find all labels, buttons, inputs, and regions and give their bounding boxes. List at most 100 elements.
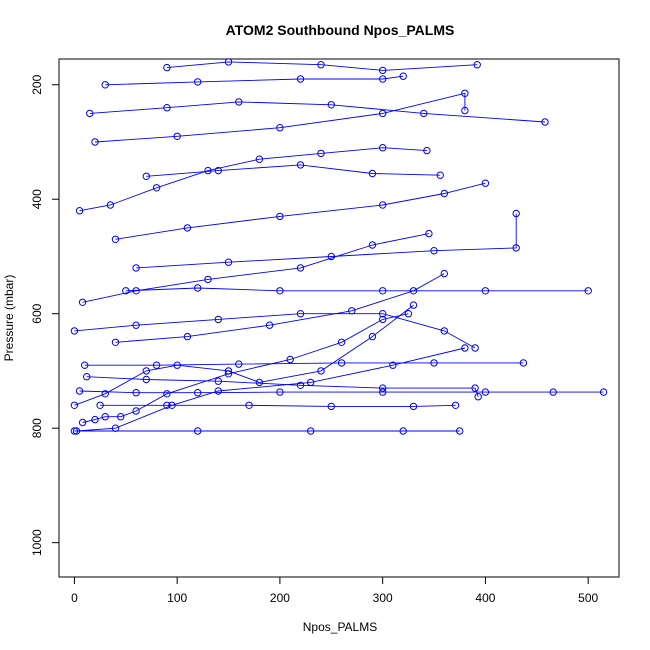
data-point (111, 235, 120, 244)
series-line (74, 304, 414, 406)
data-point (404, 310, 413, 318)
data-point (183, 332, 192, 341)
data-point (111, 338, 120, 346)
data-point (379, 315, 387, 324)
data-point (399, 72, 407, 80)
x-tick-label: 300 (373, 591, 393, 605)
data-point (70, 401, 79, 409)
data-point (379, 310, 387, 318)
data-point (101, 413, 109, 421)
series-15 (83, 373, 482, 401)
data-point (461, 89, 469, 98)
data-point (296, 381, 305, 389)
series-line (79, 390, 604, 394)
series-line (79, 147, 427, 212)
data-point (474, 393, 482, 401)
data-point (409, 402, 418, 411)
series-line (115, 182, 486, 240)
x-tick-label: 400 (475, 591, 495, 605)
data-point (235, 360, 243, 368)
data-point (409, 301, 418, 309)
data-point (296, 310, 305, 318)
data-point (549, 388, 557, 396)
data-point (91, 415, 99, 424)
data-point (255, 378, 264, 387)
series-line (146, 164, 441, 177)
data-point (142, 367, 151, 375)
series-6 (70, 427, 464, 435)
series-line (115, 273, 445, 343)
data-point (423, 146, 431, 155)
data-point (152, 184, 161, 192)
data-point (541, 118, 549, 126)
data-point (599, 388, 608, 396)
series-8 (132, 209, 520, 272)
data-point (106, 201, 115, 209)
x-axis: 0 100 200 300 400 500 (71, 576, 599, 605)
data-point (91, 138, 99, 146)
data-point (132, 287, 140, 295)
y-axis-label: Pressure (mbar) (2, 275, 16, 362)
series-line (86, 376, 479, 397)
data-point (368, 241, 377, 249)
data-point (224, 58, 233, 66)
series-19 (142, 161, 444, 181)
series-16 (96, 401, 460, 411)
data-point (307, 427, 315, 435)
data-point (163, 401, 171, 409)
data-point (276, 388, 284, 396)
data-point (101, 81, 109, 89)
y-tick-label: 200 (30, 74, 44, 94)
data-point (70, 427, 79, 435)
data-point (78, 418, 87, 427)
data-point (132, 321, 140, 329)
data-point (224, 258, 233, 266)
data-point (296, 161, 305, 169)
data-point (440, 189, 448, 198)
data-point (512, 244, 520, 252)
y-tick-label: 400 (30, 189, 44, 209)
series-2 (78, 310, 413, 427)
data-point (276, 212, 284, 221)
data-point (101, 390, 109, 398)
data-point (96, 401, 104, 409)
data-point (327, 252, 335, 261)
data-point (584, 287, 592, 295)
data-point (317, 60, 325, 69)
data-point (379, 75, 387, 83)
data-point (117, 413, 125, 421)
data-point (204, 166, 212, 175)
data-point (481, 179, 490, 187)
data-point (461, 106, 469, 115)
data-point (409, 287, 418, 295)
data-point (440, 327, 448, 335)
data-point (245, 401, 253, 409)
series-4 (75, 387, 608, 397)
data-point (194, 427, 202, 435)
data-point (163, 104, 171, 112)
data-point (337, 338, 346, 346)
data-point (471, 344, 479, 352)
y-tick-label: 1000 (30, 529, 44, 556)
data-point (75, 387, 84, 395)
data-point (327, 101, 335, 109)
series-line (76, 347, 466, 432)
data-point (430, 359, 438, 367)
x-tick-label: 500 (578, 591, 598, 605)
data-point (163, 63, 171, 72)
data-point (214, 315, 223, 324)
data-point (75, 207, 84, 215)
data-point (214, 377, 223, 385)
series-7 (122, 284, 592, 295)
data-point (399, 427, 407, 435)
data-point (163, 390, 171, 398)
data-point (317, 149, 325, 158)
data-point (348, 307, 356, 315)
series-line (166, 61, 478, 71)
data-point (368, 332, 377, 341)
plot-frame (58, 58, 620, 578)
series-line (136, 213, 517, 269)
series-13 (75, 144, 431, 215)
series-line (84, 362, 524, 366)
x-tick-label: 100 (167, 591, 187, 605)
